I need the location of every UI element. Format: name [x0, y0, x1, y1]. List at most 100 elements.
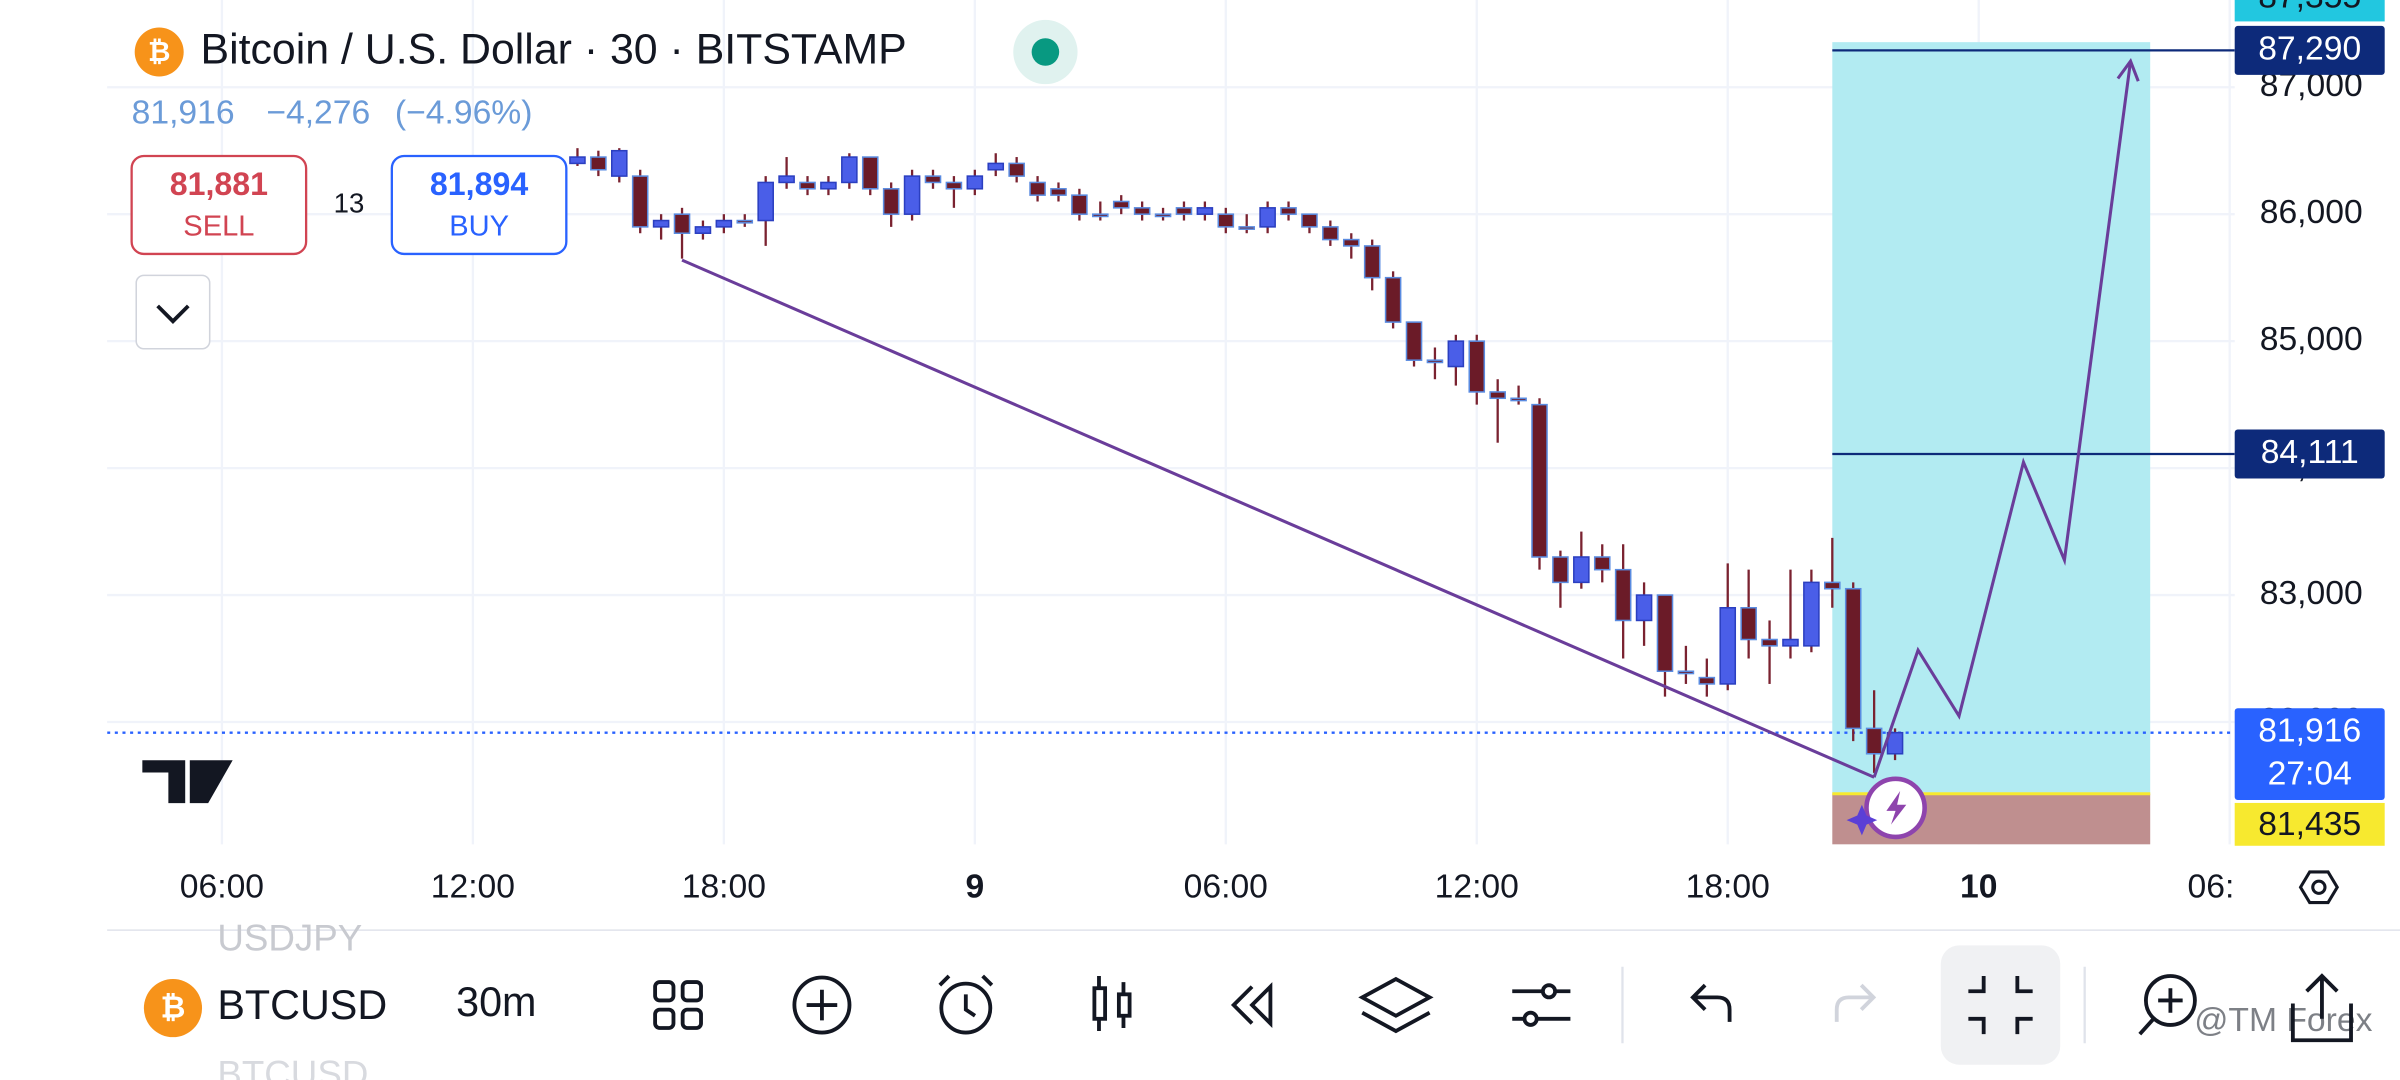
toolbar-btc-glyph: ₿: [160, 991, 185, 1025]
current-label-bg: [2234, 708, 2385, 801]
candle-body: [820, 181, 837, 190]
candle-body: [1196, 207, 1214, 215]
candle-body: [569, 156, 586, 165]
candle-body: [924, 175, 942, 184]
signal-bolt: [1886, 791, 1907, 825]
countdown-label: 27:04: [2268, 755, 2352, 792]
x-tick-label: 06:00: [180, 869, 264, 906]
candle-body: [1886, 731, 1904, 755]
x-tick-label: 12:00: [1435, 869, 1519, 906]
candle-body: [1865, 727, 1883, 755]
candle-body: [1050, 188, 1067, 196]
x-tick-label: 06:00: [1184, 869, 1268, 906]
candle-body: [715, 219, 733, 228]
layout-icon[interactable]: [653, 980, 703, 1030]
last-price: 81,916: [132, 95, 235, 132]
candle-body: [1259, 207, 1276, 228]
collapse-button[interactable]: [135, 274, 211, 350]
toolbar-symbol[interactable]: BTCUSD: [217, 982, 387, 1028]
candle-body: [1468, 340, 1486, 393]
candle-body: [799, 181, 816, 190]
spread: 13: [334, 187, 365, 218]
toolbar-btc-icon: [143, 979, 203, 1038]
candle-body: [694, 226, 712, 234]
entry-label-bg: [2234, 802, 2385, 846]
watermark: @TM Forex: [2194, 1002, 2372, 1039]
candles-icon[interactable]: [1092, 975, 1132, 1032]
x-tick-label: 9: [965, 869, 984, 906]
symbol-next: BTCUSD: [217, 1054, 368, 1080]
exit-fullscreen-icon: [1968, 975, 2033, 1035]
candle-body: [1761, 638, 1778, 647]
settings-icon-center: [2311, 879, 2327, 895]
tv-logo: [142, 760, 233, 804]
layers-icon[interactable]: [1358, 976, 1434, 1034]
candle-body: [966, 175, 984, 190]
candle-body: [1656, 594, 1674, 673]
candle-body: [1217, 213, 1235, 228]
level-label-bg: [2234, 25, 2385, 75]
candle-body: [1782, 638, 1799, 647]
level-label: 84,111: [2261, 434, 2359, 471]
candle-body: [987, 162, 1005, 171]
buy-price: 81,894: [430, 166, 528, 202]
drawing-line: [1872, 60, 2133, 778]
candle-body: [903, 175, 921, 215]
candle-body: [841, 156, 858, 184]
x-tick-label: 10: [1960, 869, 1997, 906]
candle-body: [1426, 359, 1444, 364]
arrow-head: [2116, 58, 2140, 82]
candle-body: [1447, 340, 1465, 368]
candle-body: [1405, 321, 1423, 361]
candle-body: [1677, 670, 1695, 675]
settings-sliders-icon[interactable]: [1512, 983, 1571, 1027]
replay-icon[interactable]: [1230, 982, 1273, 1029]
candle-body: [1593, 556, 1611, 571]
change: −4,276: [266, 95, 370, 132]
add-icon[interactable]: [792, 975, 852, 1035]
x-tick-label: 06:00: [2188, 869, 2272, 906]
sell-button[interactable]: [130, 154, 308, 256]
target-label: 87,355: [2258, 0, 2361, 15]
redo-icon[interactable]: [1834, 983, 1877, 1022]
candle-body: [1614, 568, 1632, 622]
btc-glyph: ₿: [148, 36, 170, 67]
chevron-icon: [156, 304, 190, 324]
axes: 06:0012:0018:00906:0012:0018:001006:0082…: [180, 67, 2363, 906]
candle-body: [1635, 594, 1653, 622]
signal-sparkle: [1846, 804, 1878, 836]
candle-body: [1698, 676, 1716, 685]
share-icon[interactable]: [2290, 973, 2353, 1043]
candle-body: [610, 149, 628, 177]
toolbar-icons: [653, 945, 2353, 1065]
candle-body: [1301, 213, 1318, 228]
candle-body: [1112, 200, 1130, 209]
fullscreen-button[interactable]: [1940, 945, 2061, 1065]
x-tick-label: 12:00: [431, 869, 515, 906]
profit-zone: [1832, 42, 2151, 794]
undo-icon[interactable]: [1690, 983, 1732, 1022]
buy-button[interactable]: [390, 154, 568, 256]
candle-body: [1824, 581, 1841, 590]
toolbar-interval[interactable]: 30m: [456, 979, 536, 1025]
x-tick-label: 18:00: [1686, 869, 1770, 906]
alert-icon[interactable]: [938, 974, 994, 1035]
level-label-bg: [2234, 429, 2385, 479]
candle-body: [652, 219, 670, 228]
drawing-line: [681, 258, 1875, 779]
candle-body: [1133, 207, 1151, 215]
candle-body: [1092, 213, 1109, 218]
candle-body: [1175, 207, 1193, 215]
sell-label: SELL: [183, 211, 254, 243]
candle-body: [1280, 207, 1297, 215]
candle-body: [1510, 397, 1527, 402]
settings-icon[interactable]: [2298, 870, 2340, 905]
zoom-icon[interactable]: [2138, 974, 2197, 1036]
candle-body: [1719, 606, 1737, 685]
candle-body: [882, 188, 900, 215]
candle-body: [1154, 213, 1172, 218]
candle-body: [1531, 403, 1548, 558]
sell-price: 81,881: [170, 166, 268, 202]
candle-body: [1322, 226, 1339, 241]
